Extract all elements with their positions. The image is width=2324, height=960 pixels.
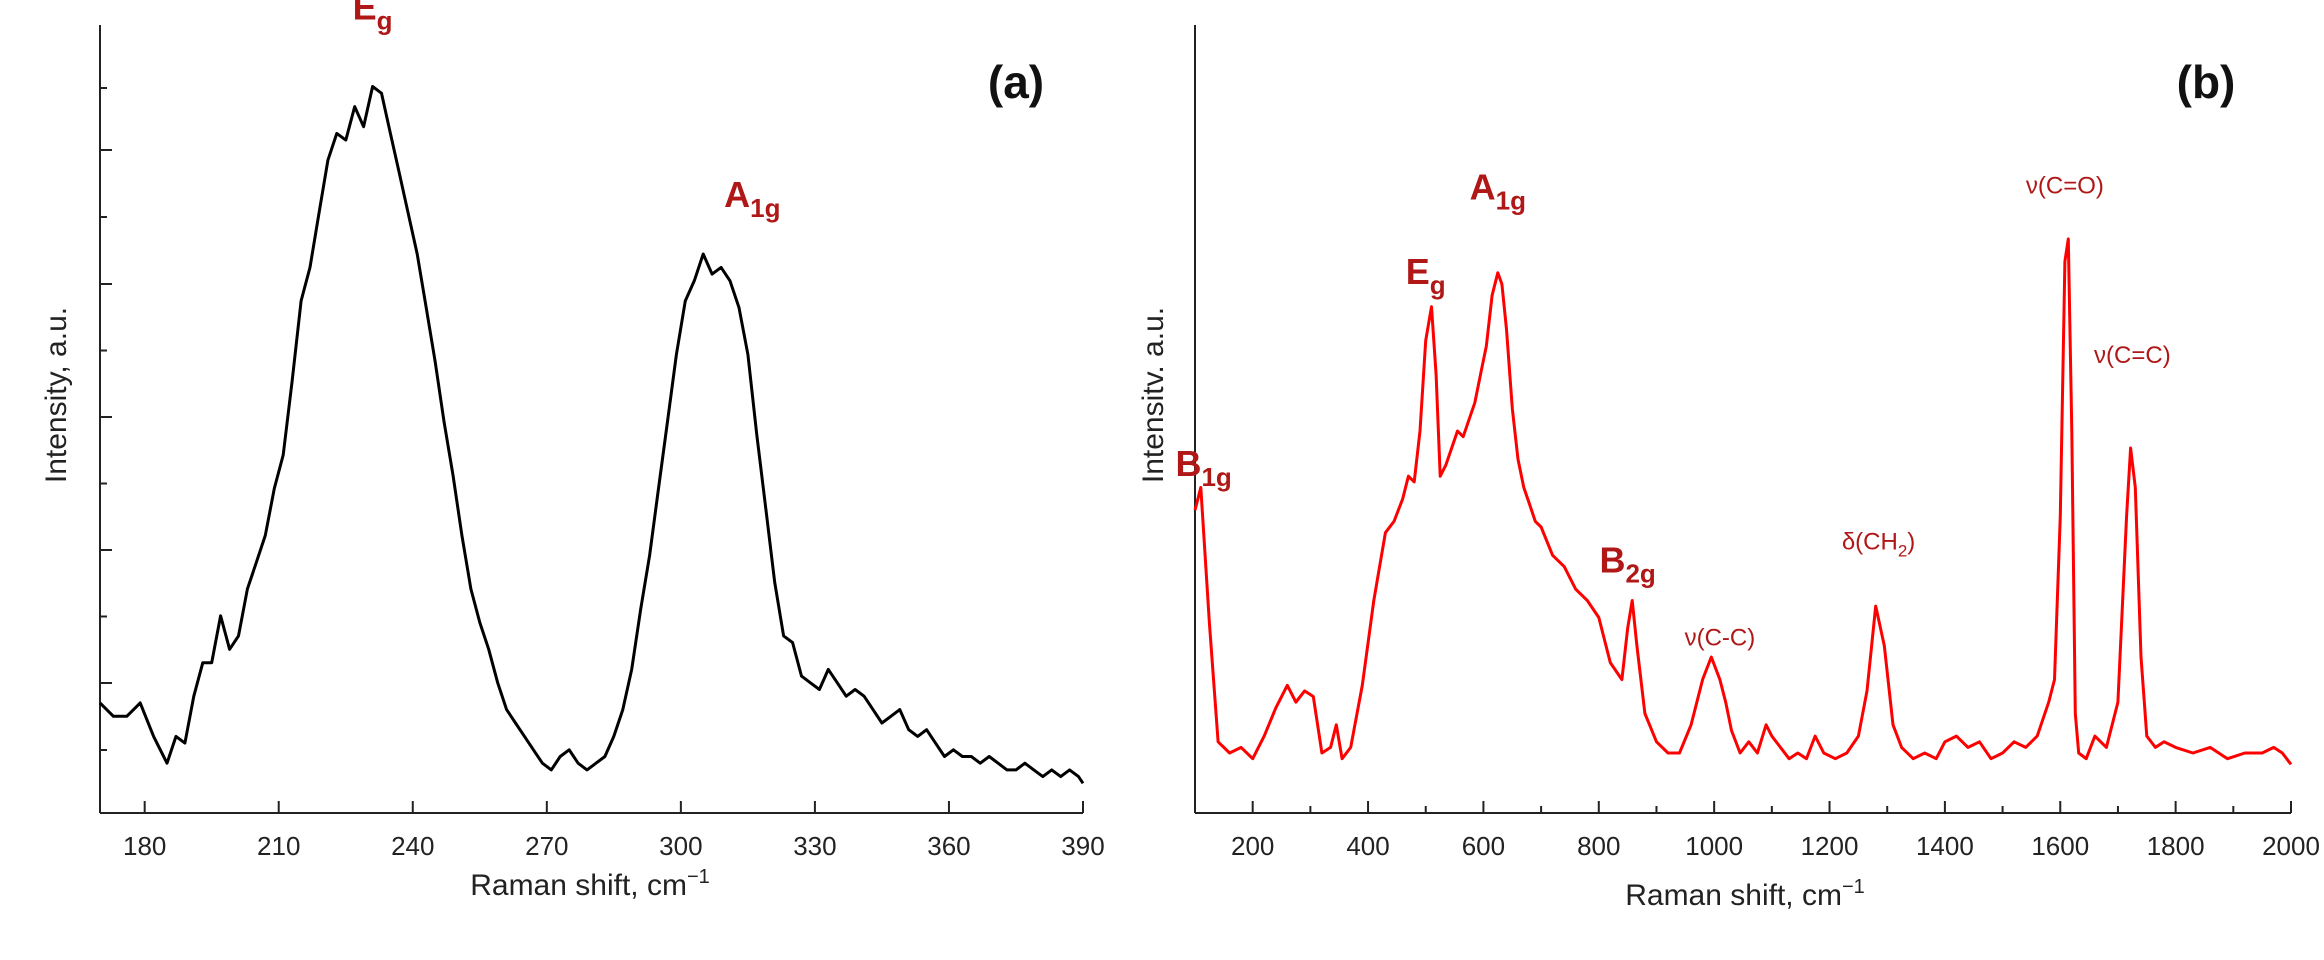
panel-a-spectrum-line bbox=[98, 85, 1085, 785]
x-tick-label: 600 bbox=[1462, 831, 1505, 861]
peak-label: Eg bbox=[1406, 251, 1446, 300]
x-tick-label: 210 bbox=[257, 831, 300, 861]
x-tick-label: 1200 bbox=[1801, 831, 1859, 861]
panel-a-x-ticks: 180 210 240 270 300 330 360 390 bbox=[123, 801, 1105, 861]
x-tick-label: 200 bbox=[1231, 831, 1274, 861]
panel-b-peak-labels: B1g Eg A1g B2g ν(C-C) δ(CH2) ν(C=O) ν(C=C) bbox=[1175, 166, 2170, 651]
x-tick-label: 330 bbox=[793, 831, 836, 861]
peak-label: ν(C=C) bbox=[2094, 342, 2171, 369]
panel-a-x-axis-title: Raman shift, cm−1 bbox=[470, 866, 710, 902]
peak-label: ν(C=O) bbox=[2026, 173, 2104, 200]
x-tick-label: 300 bbox=[659, 831, 702, 861]
x-tick-label: 270 bbox=[525, 831, 568, 861]
peak-label: ν(C-C) bbox=[1685, 625, 1756, 652]
panel-a: 180 210 240 270 300 330 360 390 Eg A1g (a) Inten… bbox=[40, 0, 1105, 902]
peak-label: Eg bbox=[353, 0, 393, 36]
x-tick-label: 360 bbox=[927, 831, 970, 861]
x-tick-label: 2000 bbox=[2262, 831, 2320, 861]
peak-label: B1g bbox=[1175, 443, 1231, 492]
peak-label: A1g bbox=[724, 174, 780, 223]
panel-b-spectrum-line bbox=[1193, 237, 2293, 766]
x-tick-label: 1800 bbox=[2147, 831, 2205, 861]
panel-b-x-axis-title: Raman shift, cm−1 bbox=[1625, 876, 1865, 912]
panel-b-y-axis-title: Intensitv. a.u. bbox=[1137, 307, 1170, 483]
x-tick-label: 800 bbox=[1577, 831, 1620, 861]
x-tick-label: 390 bbox=[1061, 831, 1104, 861]
panel-b: 200 400 600 800 1000 1200 1400 1600 1800 2000 B1g… bbox=[1137, 25, 2320, 912]
panel-b-x-ticks: 200 400 600 800 1000 1200 1400 1600 1800 2000 bbox=[1194, 801, 2320, 861]
peak-label: B2g bbox=[1599, 539, 1655, 588]
panel-a-label: (a) bbox=[988, 56, 1044, 108]
x-tick-label: 400 bbox=[1346, 831, 1389, 861]
x-tick-label: 240 bbox=[391, 831, 434, 861]
panel-b-label: (b) bbox=[2177, 56, 2236, 108]
panel-a-peak-labels: Eg A1g bbox=[353, 0, 781, 223]
peak-label: A1g bbox=[1470, 166, 1526, 215]
peak-label: δ(CH2) bbox=[1842, 529, 1915, 561]
x-tick-label: 1600 bbox=[2031, 831, 2089, 861]
x-tick-label: 180 bbox=[123, 831, 166, 861]
x-tick-label: 1400 bbox=[1916, 831, 1974, 861]
panel-a-y-ticks bbox=[100, 87, 112, 751]
panel-a-y-axis-title: Intensity, a.u. bbox=[40, 307, 73, 483]
x-tick-label: 1000 bbox=[1685, 831, 1743, 861]
